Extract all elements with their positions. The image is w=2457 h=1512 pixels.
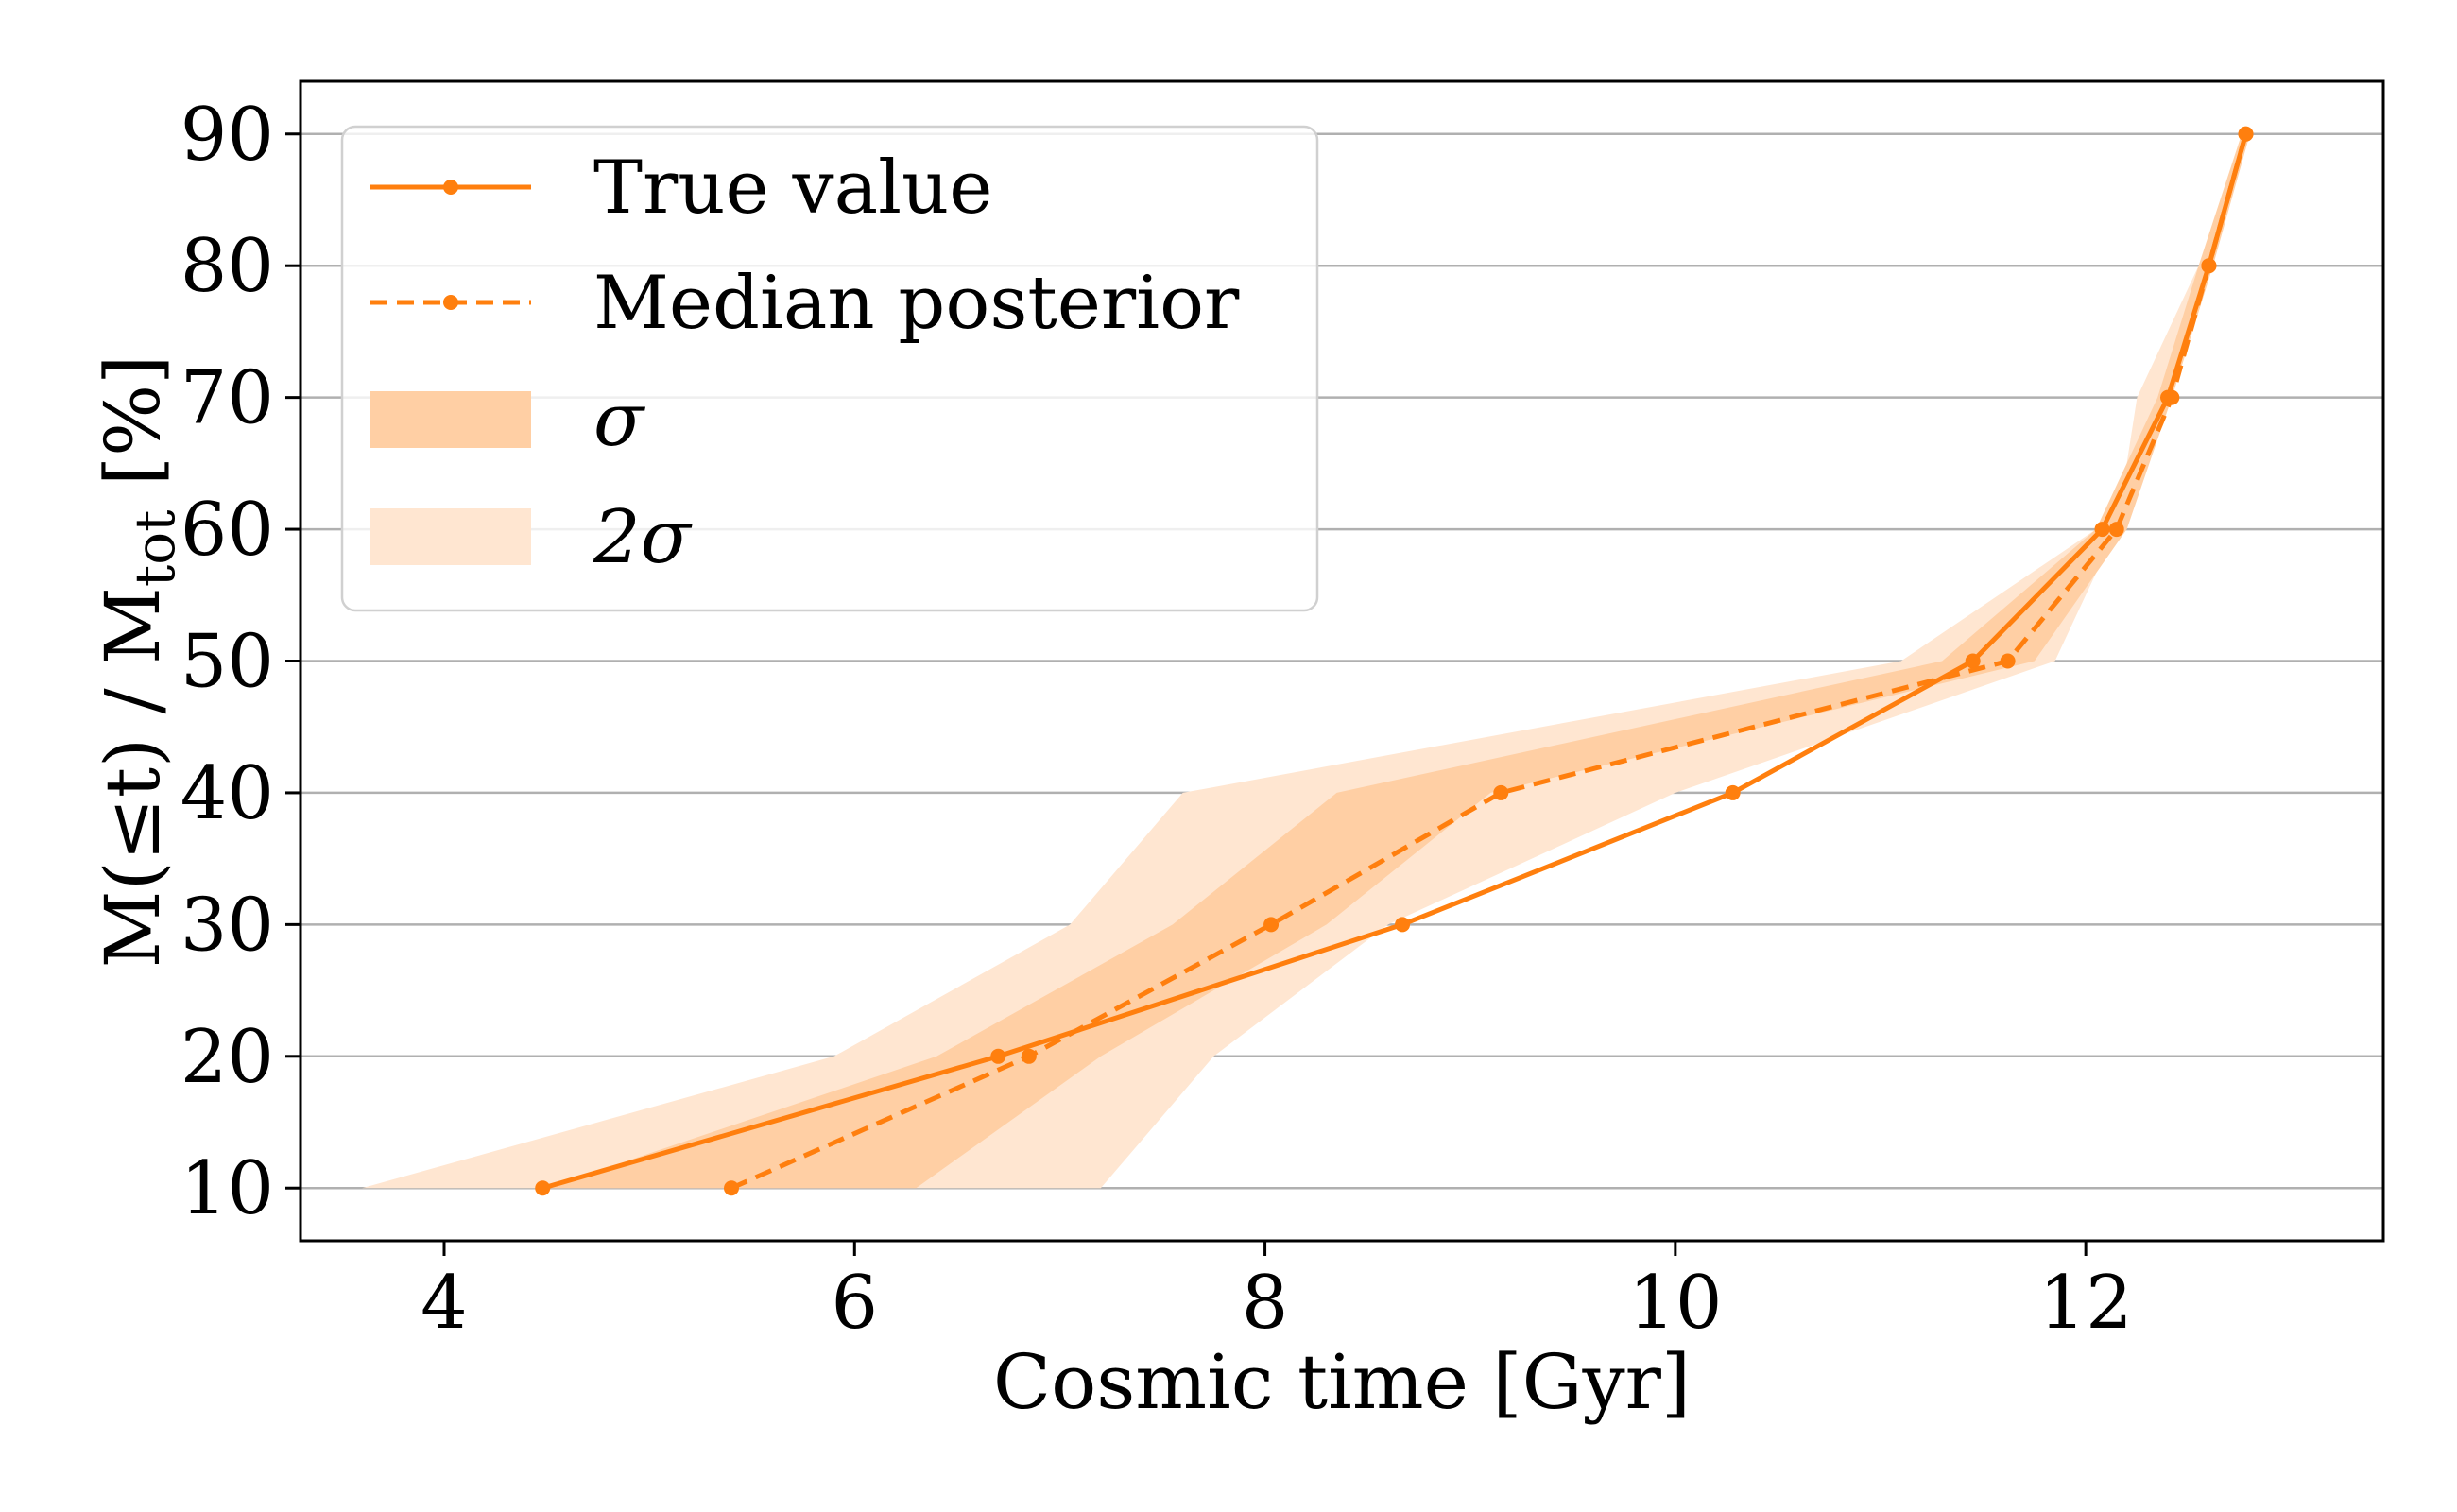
x-tick-label-4: 12 xyxy=(2039,1261,2133,1346)
median-posterior-point-0 xyxy=(724,1180,739,1196)
x-tick-label-3: 10 xyxy=(1628,1261,1722,1346)
median-posterior-point-2 xyxy=(1263,917,1280,933)
y-tick-label-8: 90 xyxy=(180,93,274,178)
y-tick-label-7: 80 xyxy=(180,224,274,309)
y-tick-label-2: 30 xyxy=(180,883,274,968)
x-tick-label-2: 8 xyxy=(1242,1261,1289,1346)
legend-label-0: True value xyxy=(593,146,992,231)
y-tick-label-1: 20 xyxy=(180,1015,274,1100)
median-posterior-point-3 xyxy=(1493,784,1509,800)
axis-ticks: 4 6 8 10 12 10 20 30 40 50 60 70 80 90 xyxy=(180,93,2133,1346)
legend-marker-1 xyxy=(443,295,458,310)
true-value-point-3 xyxy=(1725,784,1741,800)
x-axis-title: Cosmic time [Gyr] xyxy=(993,1338,1691,1426)
median-posterior-point-5 xyxy=(2108,522,2124,538)
y-tick-label-5: 60 xyxy=(180,488,274,573)
x-tick-label-0: 4 xyxy=(421,1261,468,1346)
legend-label-3: 2σ xyxy=(593,495,693,580)
y-axis-title: M(≤t) / Mtot [%] xyxy=(89,355,187,969)
legend-marker-0 xyxy=(443,180,458,195)
true-value-point-4 xyxy=(1965,653,1981,669)
y-tick-label-3: 40 xyxy=(180,751,274,836)
legend-label-2: σ xyxy=(593,378,645,463)
legend: True value Median posterior σ 2σ xyxy=(340,125,1319,612)
true-value-point-2 xyxy=(1395,917,1411,933)
legend-box xyxy=(340,125,1319,612)
true-value-point-5 xyxy=(2094,522,2110,538)
legend-swatch-3 xyxy=(370,508,531,565)
legend-swatch-2 xyxy=(370,391,531,448)
confidence-bands xyxy=(362,133,2250,1189)
median-posterior-point-1 xyxy=(1021,1048,1037,1064)
legend-label-1: Median posterior xyxy=(593,261,1240,346)
true-value-point-0 xyxy=(535,1180,551,1196)
y-tick-label-6: 70 xyxy=(180,356,274,441)
median-posterior-point-7 xyxy=(2201,258,2217,274)
y-tick-label-4: 50 xyxy=(180,620,274,705)
two-sigma-band xyxy=(362,133,2250,1189)
median-posterior-point-8 xyxy=(2238,126,2254,142)
median-posterior-point-6 xyxy=(2164,389,2180,405)
y-tick-label-0: 10 xyxy=(180,1146,274,1231)
true-value-point-1 xyxy=(990,1048,1006,1064)
x-tick-label-1: 6 xyxy=(831,1261,878,1346)
series-lines xyxy=(535,126,2254,1196)
median-posterior-point-4 xyxy=(2000,653,2016,669)
